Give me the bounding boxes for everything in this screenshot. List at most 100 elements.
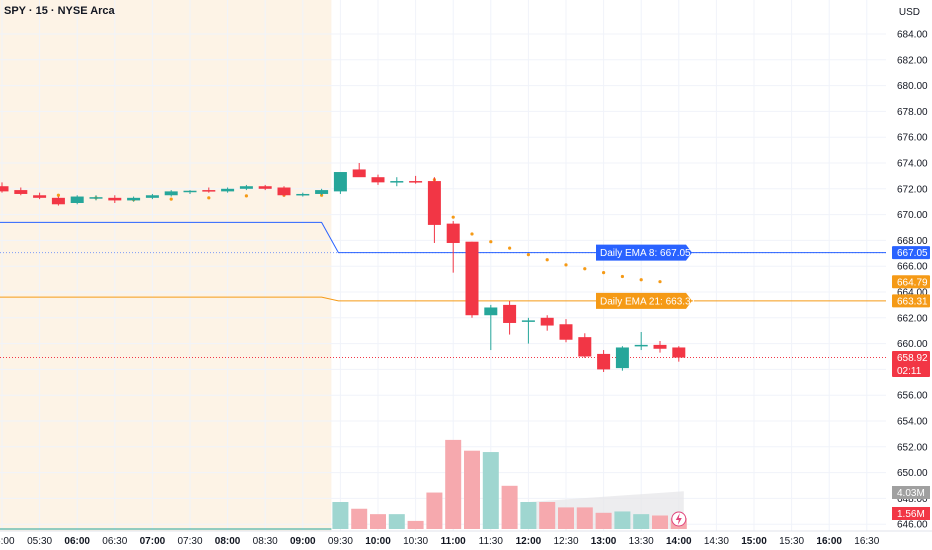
volume-bar — [351, 508, 368, 529]
volume-bar — [595, 512, 612, 529]
candle-body — [51, 197, 65, 205]
volume-bar — [501, 485, 518, 529]
ema-dot — [244, 194, 248, 198]
candle-body — [484, 307, 498, 316]
currency-label: USD — [898, 7, 920, 18]
time-tick-label: 14:00 — [666, 536, 692, 547]
price-axis[interactable]: 684.00 682.00 680.00 678.00 676.00 674.00 672.… — [892, 30, 930, 531]
ema-callout-label: Daily EMA 8: 667.05 — [600, 248, 691, 259]
candles — [0, 163, 686, 372]
candle-body — [672, 347, 686, 358]
candle-body — [371, 177, 385, 183]
volume-bar — [576, 507, 593, 529]
price-tick-label: 672.00 — [897, 184, 928, 195]
volume-bar — [558, 507, 574, 529]
price-tick-label: 648.00 — [897, 494, 928, 505]
candle-body — [0, 186, 9, 192]
ema-dot — [564, 263, 568, 267]
candle-body — [653, 344, 667, 349]
time-tick-label: 09:30 — [328, 536, 353, 547]
candle-body — [427, 181, 441, 225]
candle-body — [333, 172, 347, 192]
symbol-title[interactable]: SPY · 15 · NYSE Arca — [4, 5, 115, 17]
price-tick-label: 678.00 — [897, 107, 928, 118]
ema-callout-label: Daily EMA 21: 663.31 — [600, 296, 697, 307]
ema8-callout — [596, 244, 692, 261]
time-tick-label: 16:00 — [816, 536, 842, 547]
price-tick-label: 652.00 — [897, 442, 928, 453]
candle-body — [578, 337, 592, 357]
candle-body — [465, 241, 479, 316]
time-tick-label: 05:30 — [27, 536, 52, 547]
candle-body — [202, 190, 216, 192]
candle-body — [597, 353, 611, 370]
price-badge-label: 663.31 — [897, 296, 928, 307]
time-tick-label: 15:30 — [779, 536, 804, 547]
ema-dot — [470, 232, 474, 236]
ema-dot — [639, 278, 643, 282]
price-tick-label: 676.00 — [897, 133, 928, 144]
candle-body — [258, 186, 272, 189]
ema-dot — [658, 280, 662, 284]
candle-body — [390, 181, 404, 183]
ema-dot — [451, 215, 455, 219]
ema-dot — [169, 197, 173, 201]
time-tick-label: 06:00 — [64, 536, 90, 547]
price-tick-label: 666.00 — [897, 262, 928, 273]
ema-dot — [489, 240, 493, 244]
lightning-icon — [671, 511, 687, 527]
candle-body — [503, 304, 517, 323]
price-tick-label: 660.00 — [897, 339, 928, 350]
price-badge — [892, 246, 930, 260]
ema-dot — [583, 267, 587, 271]
candle-body — [183, 190, 197, 193]
candle-body — [277, 187, 291, 196]
ema-dot — [508, 246, 512, 250]
volume-bar — [520, 502, 537, 529]
price-badge-label: 667.05 — [897, 248, 928, 259]
candle-body — [615, 347, 629, 369]
candle-body — [352, 169, 366, 178]
candle-body — [127, 197, 141, 201]
candle-body — [540, 317, 554, 326]
volume-average-label: 4.03M — [897, 488, 925, 499]
time-tick-label: 09:00 — [290, 536, 316, 547]
price-badge-label: 664.79 — [897, 277, 928, 288]
candle-body — [164, 191, 178, 196]
candle-body — [446, 223, 460, 243]
time-tick-label: 06:30 — [102, 536, 127, 547]
price-badge-label: 658.92 — [897, 353, 928, 364]
time-tick-label: 14:30 — [704, 536, 729, 547]
time-tick-label: 11:00 — [441, 536, 466, 547]
volume-bar — [445, 439, 462, 529]
volume-bar — [426, 492, 443, 529]
candle-body — [315, 190, 329, 194]
candle-body — [634, 344, 648, 347]
price-tick-label: 650.00 — [897, 468, 928, 479]
time-tick-label: 16:30 — [854, 536, 879, 547]
ema-dot — [620, 274, 625, 279]
price-tick-label: 646.00 — [897, 520, 928, 531]
price-tick-label: 682.00 — [897, 55, 928, 66]
time-axis[interactable]: 05:00 05:30 06:00 06:30 07:00 07:30 08:00 08:30… — [0, 530, 932, 547]
price-tick-label: 684.00 — [897, 30, 928, 41]
ema-dot — [602, 271, 606, 275]
countdown-label: 02:11 — [897, 366, 922, 377]
volume-bar — [633, 514, 650, 529]
volume-bar — [464, 450, 480, 529]
time-tick-label: 13:00 — [591, 536, 617, 547]
ema-dot — [56, 193, 61, 197]
candle-body — [239, 186, 253, 189]
volume-bar — [388, 514, 405, 529]
candle-body — [409, 181, 423, 183]
lightning-icon-bolt — [675, 513, 682, 525]
time-tick-label: 15:00 — [741, 536, 767, 547]
candle-body — [521, 320, 535, 322]
time-tick-label: 11:30 — [479, 536, 504, 547]
candle-body — [559, 324, 573, 340]
time-tick-label: 10:30 — [403, 536, 428, 547]
candle-body — [108, 197, 122, 201]
ema-dot — [526, 252, 531, 257]
volume-average-badge — [892, 486, 930, 499]
